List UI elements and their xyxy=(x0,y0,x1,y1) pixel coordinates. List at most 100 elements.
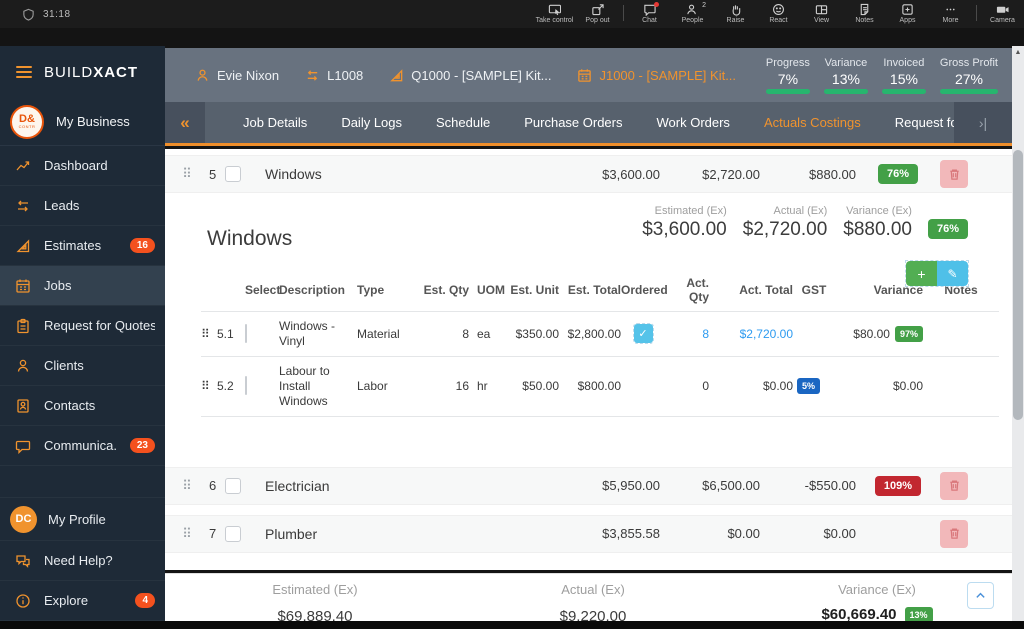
avatar: DC xyxy=(10,505,37,533)
percent-badge: 109% xyxy=(874,475,922,496)
sidebar-item-request-for-quotes[interactable]: Request for Quotes xyxy=(0,306,165,346)
screen-control-icon xyxy=(548,4,561,16)
cost-item-row: ⠿ 5.1 Windows - Vinyl Material 8 ea $350… xyxy=(201,312,999,357)
sidebar-item-contacts[interactable]: Contacts xyxy=(0,386,165,426)
row-checkbox[interactable] xyxy=(225,477,241,494)
actual-amount: $2,720.00 xyxy=(702,166,760,182)
delete-row-button[interactable] xyxy=(940,160,968,188)
people-button[interactable]: 2 People xyxy=(681,2,706,24)
sidebar-item-estimates[interactable]: Estimates 16 xyxy=(0,226,165,266)
set-square-icon xyxy=(389,68,404,83)
scroll-to-top-button[interactable] xyxy=(967,582,994,609)
toolbar-divider xyxy=(976,5,977,21)
variance-amount: -$550.00 xyxy=(804,478,856,494)
estimated-amount: $3,855.58 xyxy=(602,526,660,542)
tabs: Job Details Daily Logs Schedule Purchase… xyxy=(205,102,954,143)
sidebar-item-communications[interactable]: Communica... 23 xyxy=(0,426,165,466)
explore-count-badge: 4 xyxy=(135,593,155,608)
camera-button[interactable]: Camera xyxy=(981,0,1024,24)
notes-button[interactable]: Notes xyxy=(843,0,886,24)
people-count: 2 xyxy=(702,2,706,9)
section-actual: Actual (Ex) $2,720.00 xyxy=(742,205,828,240)
sidebar-item-clients[interactable]: Clients xyxy=(0,346,165,386)
total-estimated: Estimated (Ex) $69,889.40 xyxy=(272,582,358,625)
check-icon: ✓ xyxy=(638,328,648,341)
tab-actuals-costings[interactable]: Actuals Costings xyxy=(763,115,861,130)
meeting-timer: 31:18 xyxy=(43,8,71,20)
tab-job-details[interactable]: Job Details xyxy=(243,115,308,130)
delete-row-button[interactable] xyxy=(940,471,968,500)
sidebar-item-jobs[interactable]: Jobs xyxy=(0,266,165,306)
scrollbar-thumb[interactable] xyxy=(1013,150,1023,420)
cost-item-row: ⠿ 5.2 Labour to Install Windows Labor 16… xyxy=(201,357,999,417)
row-checkbox[interactable] xyxy=(225,166,241,182)
actual-total-link[interactable]: $2,720.00 xyxy=(739,326,793,341)
breadcrumb-job[interactable]: J1000 - [SAMPLE] Kit... xyxy=(577,68,736,83)
scrollbar-up-arrow[interactable]: ▲ xyxy=(1014,48,1022,56)
actual-total: $0.00 xyxy=(762,379,793,394)
drag-handle-icon[interactable]: ⠿ xyxy=(182,166,192,181)
drag-handle-icon[interactable]: ⠿ xyxy=(182,525,192,541)
breadcrumb-quote[interactable]: Q1000 - [SAMPLE] Kit... xyxy=(389,68,551,83)
more-button[interactable]: More xyxy=(929,0,972,24)
edit-section-button[interactable]: ✎ xyxy=(937,261,968,286)
take-control-button[interactable]: Take control xyxy=(533,0,576,24)
hamburger-menu-icon[interactable] xyxy=(16,66,32,78)
clipboard-icon xyxy=(14,317,31,334)
tab-request-for-quotes[interactable]: Request for Quotes xyxy=(894,115,954,130)
chat-button[interactable]: Chat xyxy=(628,0,671,24)
gst-badge: 5% xyxy=(797,378,821,395)
job-kpi-stats: Progress 7% Variance 13% Invoiced 15% Gr… xyxy=(765,57,1012,94)
sidebar-item-explore[interactable]: Explore 4 xyxy=(0,581,165,621)
variance-amount: $880.00 xyxy=(809,166,856,182)
tabs-back-button[interactable]: « xyxy=(165,102,205,143)
sidebar-item-my-business[interactable]: D& CONTR My Business xyxy=(0,98,165,146)
sidebar-item-my-profile[interactable]: DC My Profile xyxy=(0,498,165,541)
raise-hand-button[interactable]: Raise xyxy=(714,0,757,24)
percent-badge: 13% xyxy=(904,606,933,623)
pencil-icon: ✎ xyxy=(947,266,958,281)
tab-daily-logs[interactable]: Daily Logs xyxy=(341,115,403,130)
pop-out-button[interactable]: Pop out xyxy=(576,0,619,24)
section-variance: Variance (Ex) $880.00 xyxy=(843,205,912,240)
breadcrumb: Evie Nixon L1008 Q1000 - [SAMPLE] Kit...… xyxy=(165,68,766,83)
sidebar-item-dashboard[interactable]: Dashboard xyxy=(0,146,165,186)
communications-count-badge: 23 xyxy=(129,438,155,453)
drag-handle-icon[interactable]: ⠿ xyxy=(182,477,192,493)
stat-progress-bar xyxy=(881,88,926,94)
add-item-button[interactable]: + xyxy=(906,261,937,286)
variance-amount: $0.00 xyxy=(823,526,856,542)
table-header-row: Select Description Type Est. Qty UOM Est… xyxy=(201,276,999,312)
tabs-next-button[interactable]: ›| xyxy=(954,102,1012,143)
item-description: Windows - Vinyl xyxy=(279,318,336,348)
vertical-scrollbar[interactable]: ▲ xyxy=(1012,46,1024,621)
tab-schedule[interactable]: Schedule xyxy=(436,115,491,130)
sidebar-item-need-help[interactable]: Need Help? xyxy=(0,541,165,581)
chat-notification-dot xyxy=(654,2,659,7)
brand-logo: BUILDXACT xyxy=(44,63,139,81)
people-icon xyxy=(687,4,696,15)
row-checkbox[interactable] xyxy=(245,323,247,343)
react-button[interactable]: React xyxy=(757,0,800,24)
sidebar-item-leads[interactable]: Leads xyxy=(0,186,165,226)
row-checkbox[interactable] xyxy=(245,376,247,396)
cost-group-row-plumber: ⠿ 7 Plumber $3,855.58 $0.00 $0.00 xyxy=(165,514,1012,553)
breadcrumb-user[interactable]: Evie Nixon xyxy=(195,68,279,83)
drag-handle-icon[interactable]: ⠿ xyxy=(201,326,210,341)
actual-qty-link[interactable]: 8 xyxy=(702,326,709,341)
section-actions: + ✎ xyxy=(905,260,969,287)
section-estimated: Estimated (Ex) $3,600.00 xyxy=(642,205,727,240)
actual-amount: $0.00 xyxy=(727,526,760,542)
view-button[interactable]: View xyxy=(800,0,843,24)
breadcrumb-lead[interactable]: L1008 xyxy=(305,68,363,83)
back-arrow-icon: « xyxy=(180,112,190,132)
delete-row-button[interactable] xyxy=(940,519,968,548)
tab-purchase-orders[interactable]: Purchase Orders xyxy=(524,115,623,130)
ordered-checkbox[interactable]: ✓ xyxy=(632,323,654,345)
apps-button[interactable]: Apps xyxy=(886,0,929,24)
item-description: Labour to Install Windows xyxy=(279,363,330,408)
drag-handle-icon[interactable]: ⠿ xyxy=(201,379,210,394)
row-checkbox[interactable] xyxy=(225,525,241,542)
tab-work-orders[interactable]: Work Orders xyxy=(656,115,730,130)
item-type: Labor xyxy=(357,379,388,394)
